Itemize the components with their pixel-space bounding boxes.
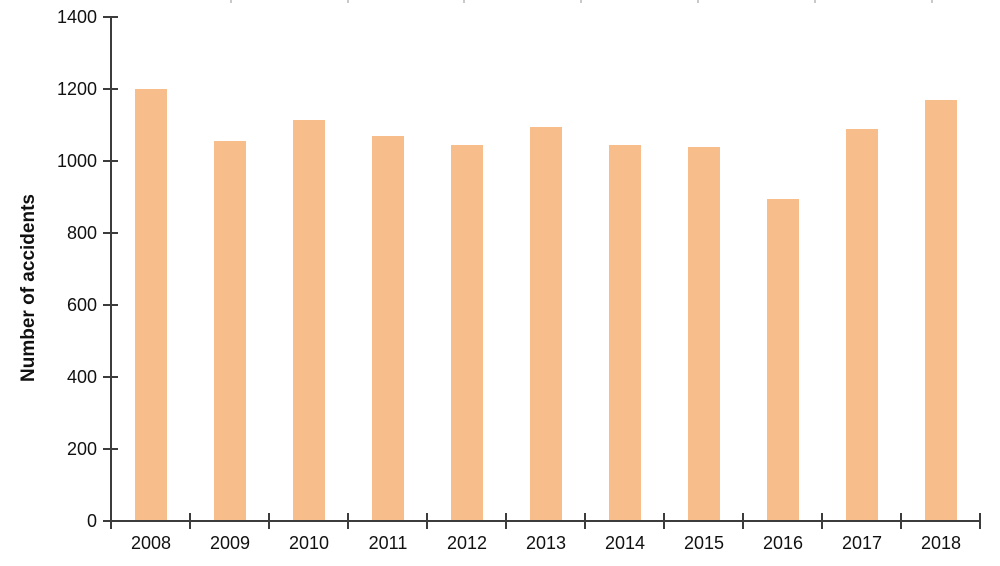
x-tick-1 [189, 513, 191, 529]
top-edge-tick-1 [347, 0, 349, 3]
x-tick-9 [821, 513, 823, 529]
x-tick-label-2014: 2014 [604, 533, 646, 553]
x-tick-0 [110, 513, 112, 529]
y-axis-title: Number of accidents [18, 194, 39, 382]
x-tick-3 [347, 513, 349, 529]
y-tick-800 [103, 232, 118, 234]
x-tick-label-2016: 2016 [762, 533, 804, 553]
y-tick-label-1400: 1400 [56, 7, 97, 27]
y-tick-label-200: 200 [66, 439, 97, 459]
x-tick-7 [663, 513, 665, 529]
top-edge-tick-5 [814, 0, 816, 3]
y-tick-label-400: 400 [66, 367, 97, 387]
top-edge-tick-4 [697, 0, 699, 3]
bar-2009 [214, 141, 246, 521]
y-tick-label-1000: 1000 [56, 151, 97, 171]
y-tick-label-0: 0 [86, 511, 97, 531]
x-tick-6 [584, 513, 586, 529]
x-tick-2 [268, 513, 270, 529]
x-tick-label-2009: 2009 [209, 533, 251, 553]
top-edge-tick-3 [580, 0, 582, 3]
y-tick-1000 [103, 160, 118, 162]
bar-2016 [767, 199, 799, 521]
y-tick-1400 [103, 16, 118, 18]
bar-2011 [372, 136, 404, 521]
x-tick-label-2012: 2012 [446, 533, 488, 553]
y-tick-200 [103, 448, 118, 450]
y-tick-600 [103, 304, 118, 306]
y-tick-label-1200: 1200 [56, 79, 97, 99]
bar-2015 [688, 147, 720, 521]
x-tick-label-2008: 2008 [130, 533, 172, 553]
x-tick-11 [979, 513, 981, 529]
bar-2012 [451, 145, 483, 521]
bar-2017 [846, 129, 878, 521]
top-edge-tick-0 [230, 0, 232, 3]
x-axis-line [103, 520, 981, 522]
x-tick-5 [505, 513, 507, 529]
y-tick-400 [103, 376, 118, 378]
y-tick-1200 [103, 88, 118, 90]
x-tick-label-2015: 2015 [683, 533, 725, 553]
x-tick-4 [426, 513, 428, 529]
y-tick-label-800: 800 [66, 223, 97, 243]
top-edge-tick-2 [463, 0, 465, 3]
x-tick-label-2011: 2011 [368, 533, 408, 553]
y-axis-line [110, 16, 112, 522]
x-tick-label-2010: 2010 [288, 533, 330, 553]
bar-2008 [135, 89, 167, 521]
bar-2013 [530, 127, 562, 521]
x-tick-8 [742, 513, 744, 529]
bar-2014 [609, 145, 641, 521]
bar-2018 [925, 100, 957, 521]
y-tick-label-600: 600 [66, 295, 97, 315]
x-tick-label-2017: 2017 [841, 533, 883, 553]
x-tick-label-2013: 2013 [525, 533, 567, 553]
x-tick-10 [900, 513, 902, 529]
bar-2010 [293, 120, 325, 521]
x-tick-label-2018: 2018 [920, 533, 962, 553]
top-edge-tick-6 [931, 0, 933, 3]
